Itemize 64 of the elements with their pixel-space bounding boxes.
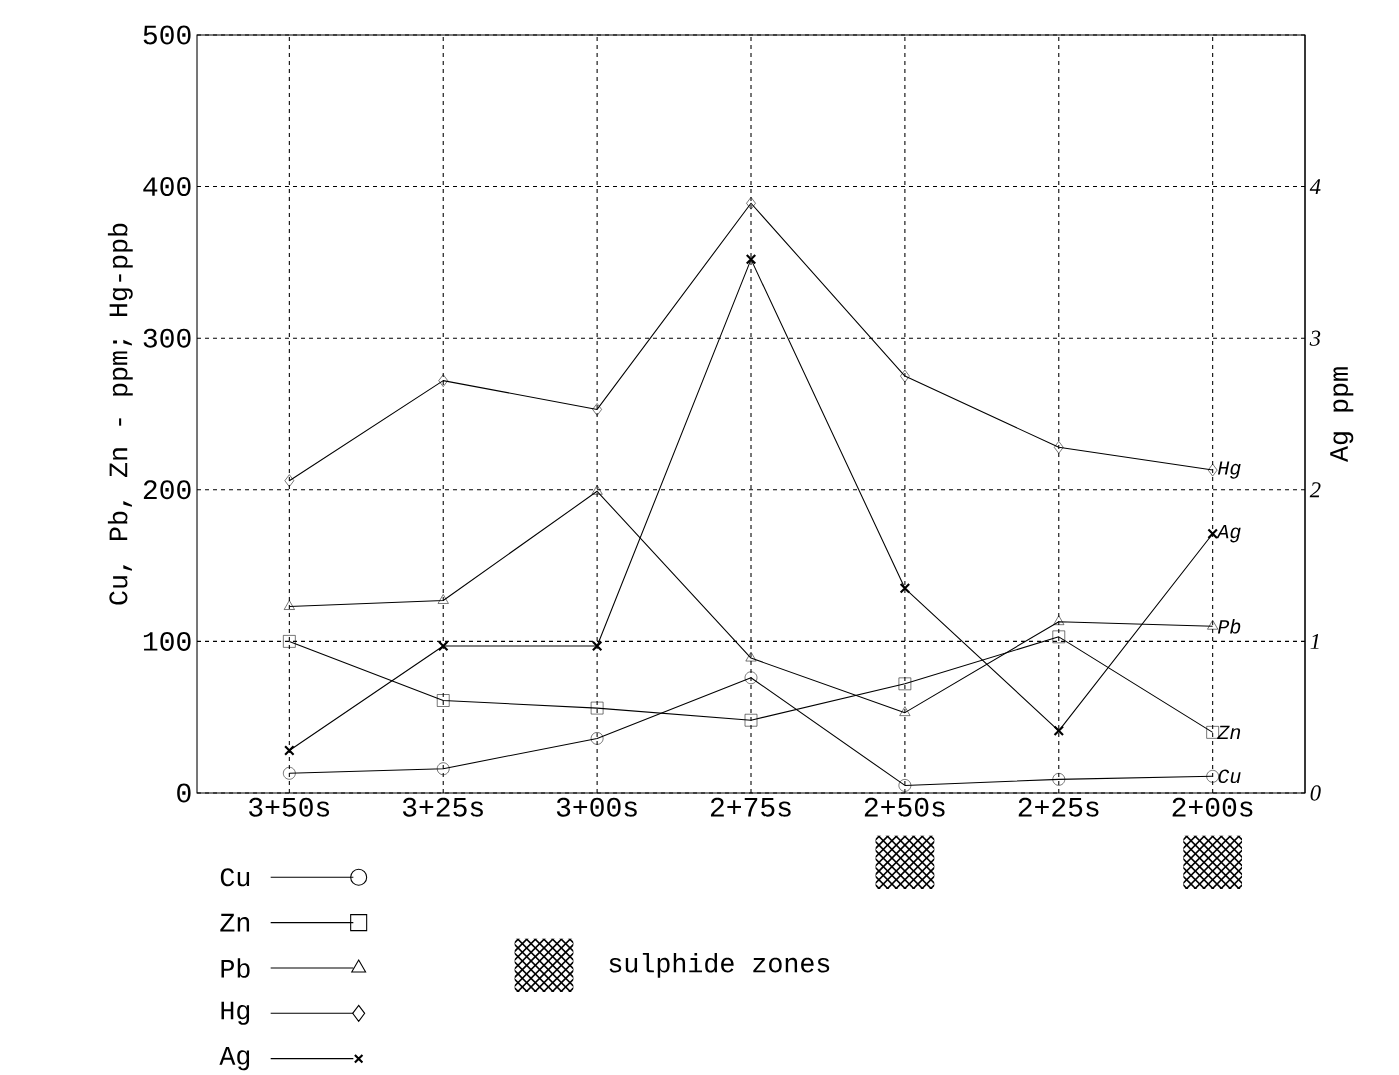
point: [283, 767, 296, 780]
point: [898, 677, 912, 691]
text: Cu: [1218, 769, 1241, 784]
text: Ag: [1216, 525, 1241, 543]
legend-label: Cu: [220, 868, 250, 887]
point: [744, 671, 758, 685]
point: [1053, 725, 1065, 737]
point: [899, 706, 911, 717]
y2-axis-title: Ag ppm: [1330, 367, 1354, 463]
x-tick-label: 3+50s: [249, 797, 330, 817]
x-tick-label: 2+75s: [710, 797, 791, 817]
point: [1207, 620, 1219, 630]
point: [1054, 441, 1064, 454]
y-tick-label: 500: [143, 25, 191, 45]
point: [284, 474, 295, 488]
point: [1207, 528, 1218, 540]
point: [745, 254, 757, 265]
x-tick-label: 3+25s: [402, 797, 483, 817]
y-tick-label: 200: [143, 480, 191, 500]
y-tick-label: 300: [143, 328, 191, 348]
point: [591, 640, 603, 652]
y2-tick-label: 4: [1309, 179, 1321, 195]
point: [899, 583, 911, 594]
y-axis-title: Cu, Pb, Zn - ppm; Hg-ppb: [107, 224, 133, 605]
point: [283, 635, 296, 648]
text: Hg: [1217, 461, 1241, 479]
point: [591, 485, 603, 495]
point: [438, 374, 448, 388]
point: [436, 694, 450, 707]
point: [898, 779, 912, 792]
point: [900, 369, 910, 383]
legend-label: Zn: [220, 914, 250, 932]
text: Pb: [1217, 619, 1241, 634]
point: [437, 594, 449, 604]
y-tick-label: 400: [143, 177, 191, 197]
point: [1206, 770, 1219, 783]
point: [283, 600, 295, 610]
text: Zn: [1217, 725, 1241, 740]
x-tick-label: 3+00s: [556, 797, 637, 817]
point: [744, 714, 758, 727]
point: [745, 651, 757, 662]
y2-tick-label: 3: [1309, 330, 1321, 346]
point: [1052, 630, 1066, 644]
point: [590, 701, 604, 715]
point: [1053, 615, 1065, 626]
point: [590, 732, 604, 745]
point: [1052, 773, 1066, 786]
x-tick-label: 2+50s: [864, 797, 945, 817]
y2-tick-label: 0: [1310, 785, 1321, 801]
point: [436, 762, 450, 776]
y-tick-label: 100: [143, 632, 191, 652]
y2-tick-label: 2: [1309, 482, 1321, 498]
x-tick-label: 2+00s: [1172, 797, 1253, 817]
point: [1207, 463, 1218, 477]
point: [746, 197, 756, 210]
y-tick-label: 0: [177, 783, 191, 803]
point: [592, 403, 602, 416]
point: [284, 745, 295, 757]
x-tick-label: 2+25s: [1018, 797, 1099, 817]
legend-label: Hg: [221, 1001, 250, 1026]
text: sulphide zones: [609, 953, 830, 978]
y2-tick-label: 1: [1310, 634, 1319, 650]
legend-label: Ag: [219, 1047, 250, 1071]
legend-label: Pb: [221, 958, 250, 978]
